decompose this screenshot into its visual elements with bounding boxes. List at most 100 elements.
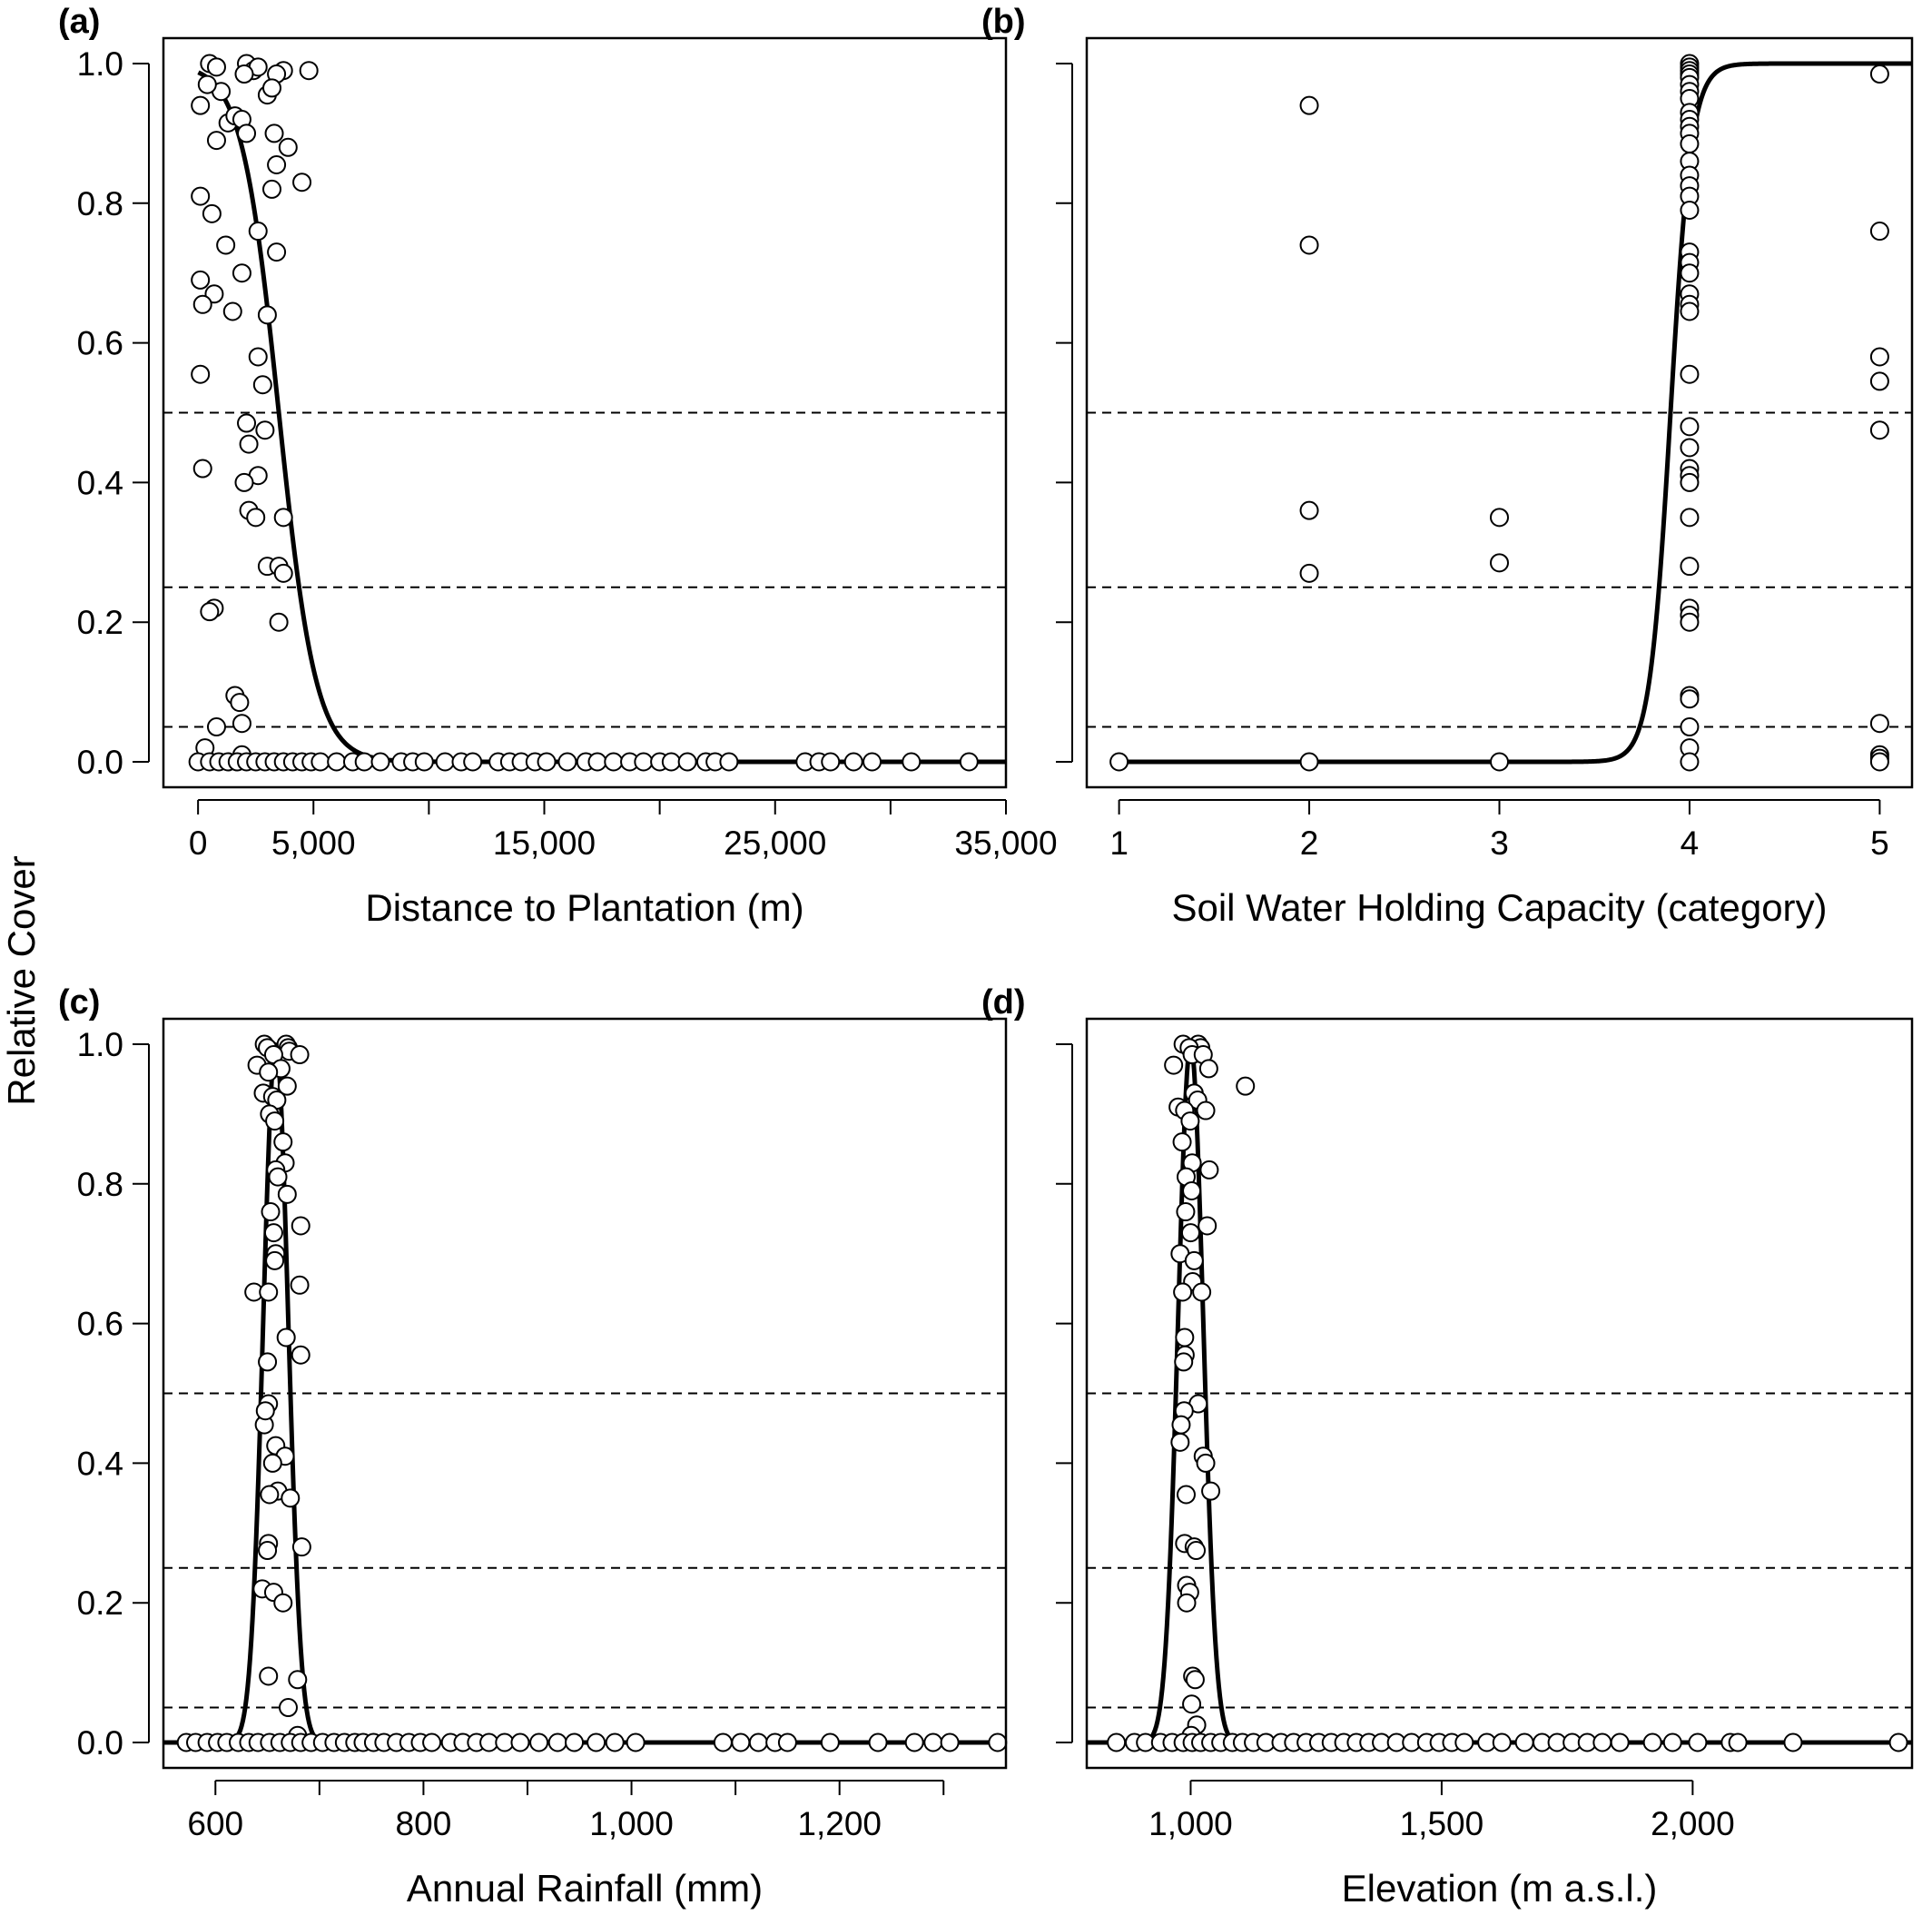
data-point [290, 1045, 310, 1065]
y-tick-label-0: 0.0 [77, 744, 123, 781]
data-point [1869, 222, 1889, 242]
x-tick-label-1500: 1,500 [1400, 1805, 1484, 1842]
data-point [586, 1732, 606, 1752]
data-point [547, 1732, 567, 1752]
data-point [1680, 557, 1700, 577]
data-point [1680, 508, 1700, 528]
data-point [1172, 1132, 1192, 1152]
data-point [1610, 1732, 1630, 1752]
data-point [265, 1250, 285, 1270]
y-tick-label-1: 1.0 [77, 45, 123, 83]
data-point [1177, 1593, 1197, 1613]
panel-label-c: (c) [58, 983, 100, 1022]
x-tick-label-1: 1 [1109, 824, 1129, 862]
x-axis-label: Soil Water Holding Capacity (category) [1171, 886, 1827, 929]
data-point [192, 459, 212, 479]
data-point [267, 155, 287, 175]
data-point [1182, 1694, 1202, 1714]
data-point [1107, 1732, 1127, 1752]
y-tick-label-0: 0.0 [77, 1724, 123, 1762]
data-point [202, 203, 222, 223]
data-point [634, 752, 654, 772]
plot-frame [162, 1017, 1008, 1770]
data-point [1888, 1732, 1908, 1752]
data-point [565, 1732, 585, 1752]
data-point [239, 434, 259, 454]
data-point [258, 1541, 278, 1561]
data-point [230, 693, 250, 713]
plot-frame [1085, 1017, 1914, 1770]
data-point [1592, 1732, 1612, 1752]
data-point [281, 1488, 301, 1508]
data-point [820, 1732, 840, 1752]
x-tick-label-1200: 1,200 [797, 1805, 882, 1842]
data-point [777, 1732, 797, 1752]
data-point [435, 752, 455, 772]
data-point [273, 508, 293, 528]
data-point [1680, 472, 1700, 492]
data-point [1201, 1481, 1221, 1501]
data-point [268, 1167, 288, 1187]
data-point [197, 74, 217, 94]
data-point [206, 57, 226, 77]
y-tick-label-0-4: 0.4 [77, 464, 123, 501]
data-point [273, 563, 293, 583]
data-point [1680, 364, 1700, 384]
data-point [1680, 717, 1700, 737]
data-point [1198, 1059, 1218, 1079]
x-tick-label-0: 0 [189, 824, 208, 862]
data-point [862, 752, 882, 772]
data-point [1180, 1223, 1200, 1243]
data-point [261, 179, 281, 199]
data-point [276, 1328, 296, 1347]
data-point [257, 305, 277, 325]
data-point [1196, 1101, 1216, 1120]
data-point [1642, 1732, 1662, 1752]
x-tick-label-25000: 25,000 [724, 824, 826, 862]
x-tick-label-3: 3 [1490, 824, 1509, 862]
data-point [1869, 752, 1889, 772]
panel-b: (b) 1 2 3 4 5 Soil Water Holding Capacity (cat… [981, 3, 1914, 929]
data-point [261, 1202, 281, 1222]
y-tick-label-0-2: 0.2 [77, 1584, 123, 1622]
panel-label-b: (b) [981, 3, 1026, 41]
data-point [1490, 508, 1509, 528]
x-axis-label: Annual Rainfall (mm) [407, 1867, 763, 1910]
data-point [1680, 438, 1700, 458]
data-point [923, 1732, 943, 1752]
data-point [1199, 1160, 1219, 1180]
data-point [1869, 347, 1889, 367]
data-point [206, 717, 226, 737]
data-point [273, 1132, 293, 1152]
data-point [587, 752, 607, 772]
data-point [222, 301, 242, 321]
data-point [292, 173, 312, 192]
data-point [1869, 714, 1889, 734]
data-point [291, 1345, 310, 1365]
data-point [260, 1485, 280, 1505]
data-point [1187, 1541, 1207, 1561]
x-tick-label-35000: 35,000 [954, 824, 1057, 862]
data-point [1728, 1732, 1748, 1752]
data-point [1680, 612, 1700, 632]
data-point [291, 1216, 310, 1236]
data-point [1662, 1732, 1682, 1752]
data-point [232, 263, 251, 283]
data-point [414, 752, 434, 772]
data-point [1490, 553, 1509, 573]
data-point [719, 752, 739, 772]
data-point [269, 612, 289, 632]
data-point [1176, 1485, 1196, 1505]
figure-y-axis-label: Relative Cover [0, 855, 43, 1105]
data-point [232, 714, 251, 734]
y-tick-label-0-6: 0.6 [77, 325, 123, 362]
data-point [252, 375, 272, 395]
data-point [191, 270, 211, 290]
data-point [278, 1698, 298, 1718]
data-point [1680, 200, 1700, 220]
data-point [1299, 563, 1319, 583]
data-point [1175, 1328, 1195, 1347]
data-point [904, 1732, 924, 1752]
x-tick-label-5: 5 [1870, 824, 1889, 862]
